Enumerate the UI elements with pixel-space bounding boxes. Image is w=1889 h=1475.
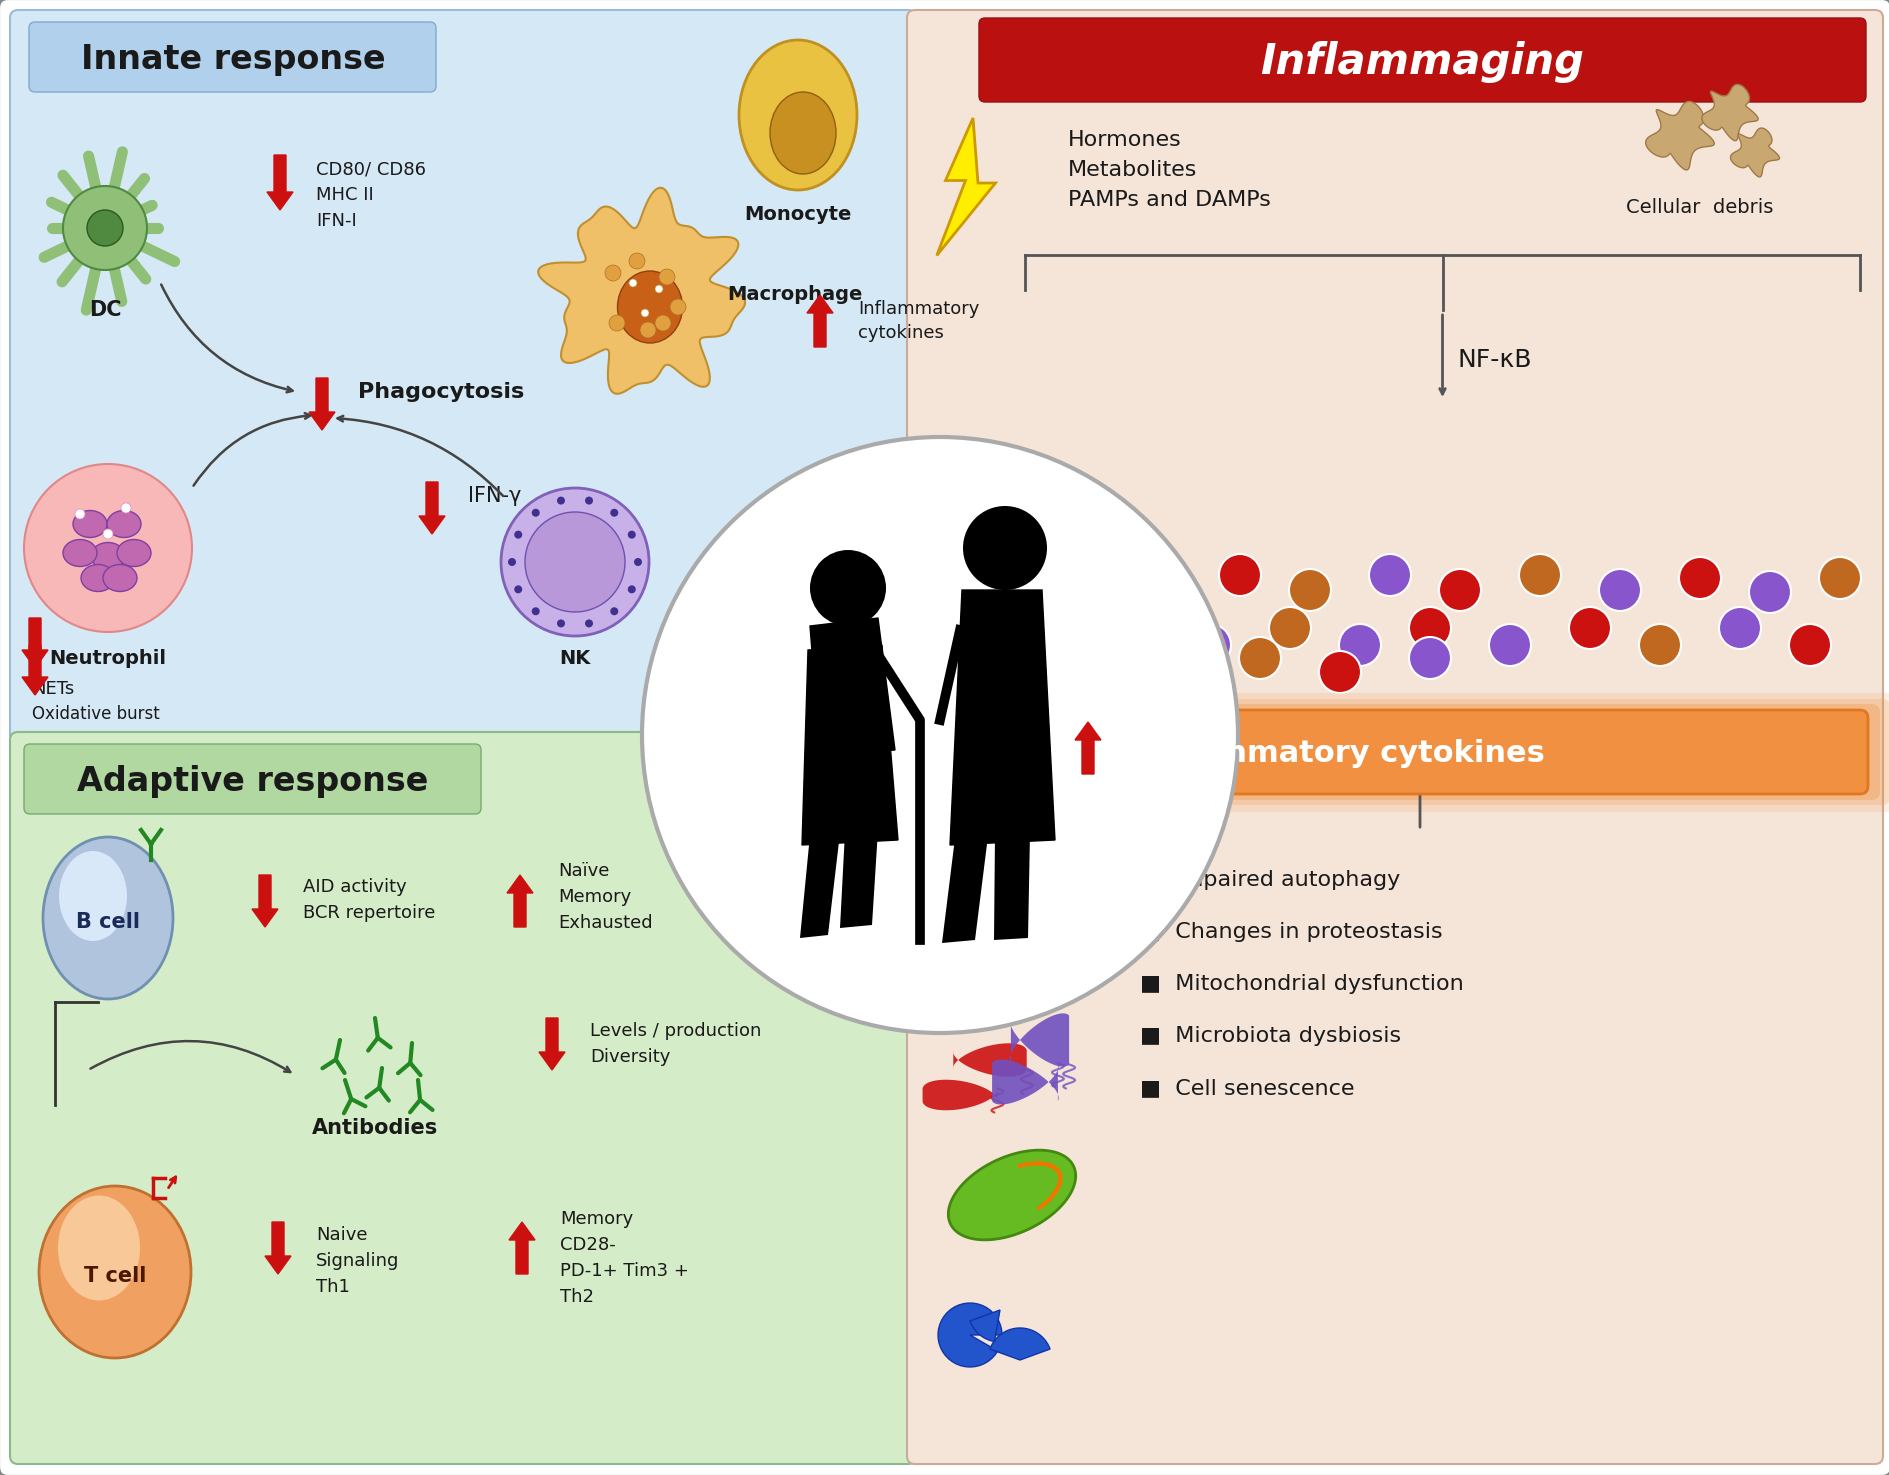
Circle shape: [87, 209, 123, 246]
Ellipse shape: [40, 1186, 191, 1358]
Circle shape: [557, 620, 565, 627]
Polygon shape: [1730, 128, 1779, 177]
FancyBboxPatch shape: [1039, 699, 1889, 805]
Circle shape: [62, 186, 147, 270]
Text: cytokines: cytokines: [858, 324, 943, 342]
Ellipse shape: [59, 1196, 140, 1301]
FancyArrow shape: [538, 1018, 565, 1069]
Circle shape: [1817, 558, 1861, 599]
Text: Th2: Th2: [559, 1288, 593, 1305]
Polygon shape: [839, 830, 878, 928]
Circle shape: [1789, 624, 1830, 667]
Text: Innate response: Innate response: [81, 43, 385, 75]
Circle shape: [76, 509, 85, 519]
Polygon shape: [538, 187, 744, 394]
Polygon shape: [937, 118, 996, 255]
Circle shape: [629, 279, 637, 288]
Circle shape: [610, 608, 618, 615]
FancyBboxPatch shape: [907, 10, 1881, 1465]
Polygon shape: [922, 1080, 997, 1111]
Circle shape: [1598, 569, 1640, 611]
Circle shape: [810, 550, 886, 625]
Circle shape: [508, 558, 516, 566]
Circle shape: [102, 530, 113, 538]
Circle shape: [608, 316, 625, 330]
FancyArrow shape: [264, 1221, 291, 1274]
Circle shape: [586, 620, 593, 627]
Circle shape: [655, 316, 671, 330]
Polygon shape: [969, 1310, 999, 1342]
Circle shape: [1489, 624, 1530, 667]
Ellipse shape: [62, 540, 96, 566]
Circle shape: [1337, 624, 1381, 667]
Polygon shape: [990, 1328, 1050, 1360]
Text: Diversity: Diversity: [589, 1049, 671, 1066]
FancyBboxPatch shape: [28, 22, 436, 91]
Text: Naive: Naive: [315, 1226, 366, 1243]
Circle shape: [1239, 637, 1281, 679]
Text: Naïve: Naïve: [557, 861, 608, 881]
Polygon shape: [1645, 102, 1713, 170]
Circle shape: [1409, 637, 1451, 679]
FancyArrow shape: [23, 645, 47, 695]
Circle shape: [531, 608, 540, 615]
Circle shape: [1158, 650, 1200, 693]
Ellipse shape: [618, 271, 682, 344]
Text: Levels / production: Levels / production: [589, 1022, 761, 1040]
FancyBboxPatch shape: [1050, 704, 1880, 799]
Circle shape: [514, 531, 521, 538]
Circle shape: [1188, 624, 1230, 667]
Text: BCR repertoire: BCR repertoire: [302, 904, 434, 922]
Text: Monocyte: Monocyte: [744, 205, 852, 224]
Text: PAMPs and DAMPs: PAMPs and DAMPs: [1067, 190, 1269, 209]
Circle shape: [1268, 608, 1311, 649]
Circle shape: [963, 506, 1047, 590]
Circle shape: [1149, 569, 1190, 611]
Circle shape: [557, 497, 565, 504]
FancyArrow shape: [23, 618, 47, 668]
Polygon shape: [810, 618, 895, 755]
Ellipse shape: [117, 540, 151, 566]
FancyArrow shape: [508, 1221, 535, 1274]
Circle shape: [1438, 569, 1481, 611]
Circle shape: [1409, 608, 1451, 649]
Circle shape: [121, 503, 130, 513]
FancyArrow shape: [1075, 721, 1101, 774]
Text: Phagocytosis: Phagocytosis: [357, 382, 523, 403]
Circle shape: [610, 509, 618, 516]
Circle shape: [640, 322, 655, 338]
Text: PD-1+ Tim3 +: PD-1+ Tim3 +: [559, 1263, 688, 1280]
Text: AID activity: AID activity: [302, 878, 406, 895]
Ellipse shape: [739, 40, 856, 190]
Polygon shape: [950, 590, 1054, 845]
Circle shape: [1719, 608, 1761, 649]
Polygon shape: [1009, 1013, 1069, 1066]
Circle shape: [627, 586, 635, 593]
Circle shape: [627, 531, 635, 538]
FancyArrow shape: [419, 482, 444, 534]
Text: IFN-I: IFN-I: [315, 212, 357, 230]
Text: T cell: T cell: [83, 1266, 145, 1286]
Circle shape: [1568, 608, 1609, 649]
Text: ■  Changes in proteostasis: ■ Changes in proteostasis: [1139, 922, 1441, 943]
Ellipse shape: [81, 565, 115, 591]
Text: NF-κB: NF-κB: [1456, 348, 1532, 372]
Text: ■  Microbiota dysbiosis: ■ Microbiota dysbiosis: [1139, 1027, 1400, 1046]
Polygon shape: [937, 1302, 1001, 1367]
Text: MHC II: MHC II: [315, 186, 374, 204]
Text: Inflammatory: Inflammatory: [858, 299, 979, 319]
Circle shape: [1368, 555, 1411, 596]
Circle shape: [1218, 555, 1260, 596]
Text: NETs: NETs: [32, 680, 74, 698]
Text: Signaling: Signaling: [315, 1252, 399, 1270]
FancyBboxPatch shape: [9, 10, 916, 742]
Text: Macrophage: Macrophage: [727, 286, 861, 304]
Circle shape: [629, 254, 644, 268]
Circle shape: [669, 299, 686, 316]
Circle shape: [633, 558, 642, 566]
Circle shape: [1319, 650, 1360, 693]
Text: Memory: Memory: [557, 888, 631, 906]
Circle shape: [25, 465, 193, 631]
Polygon shape: [992, 1059, 1058, 1105]
